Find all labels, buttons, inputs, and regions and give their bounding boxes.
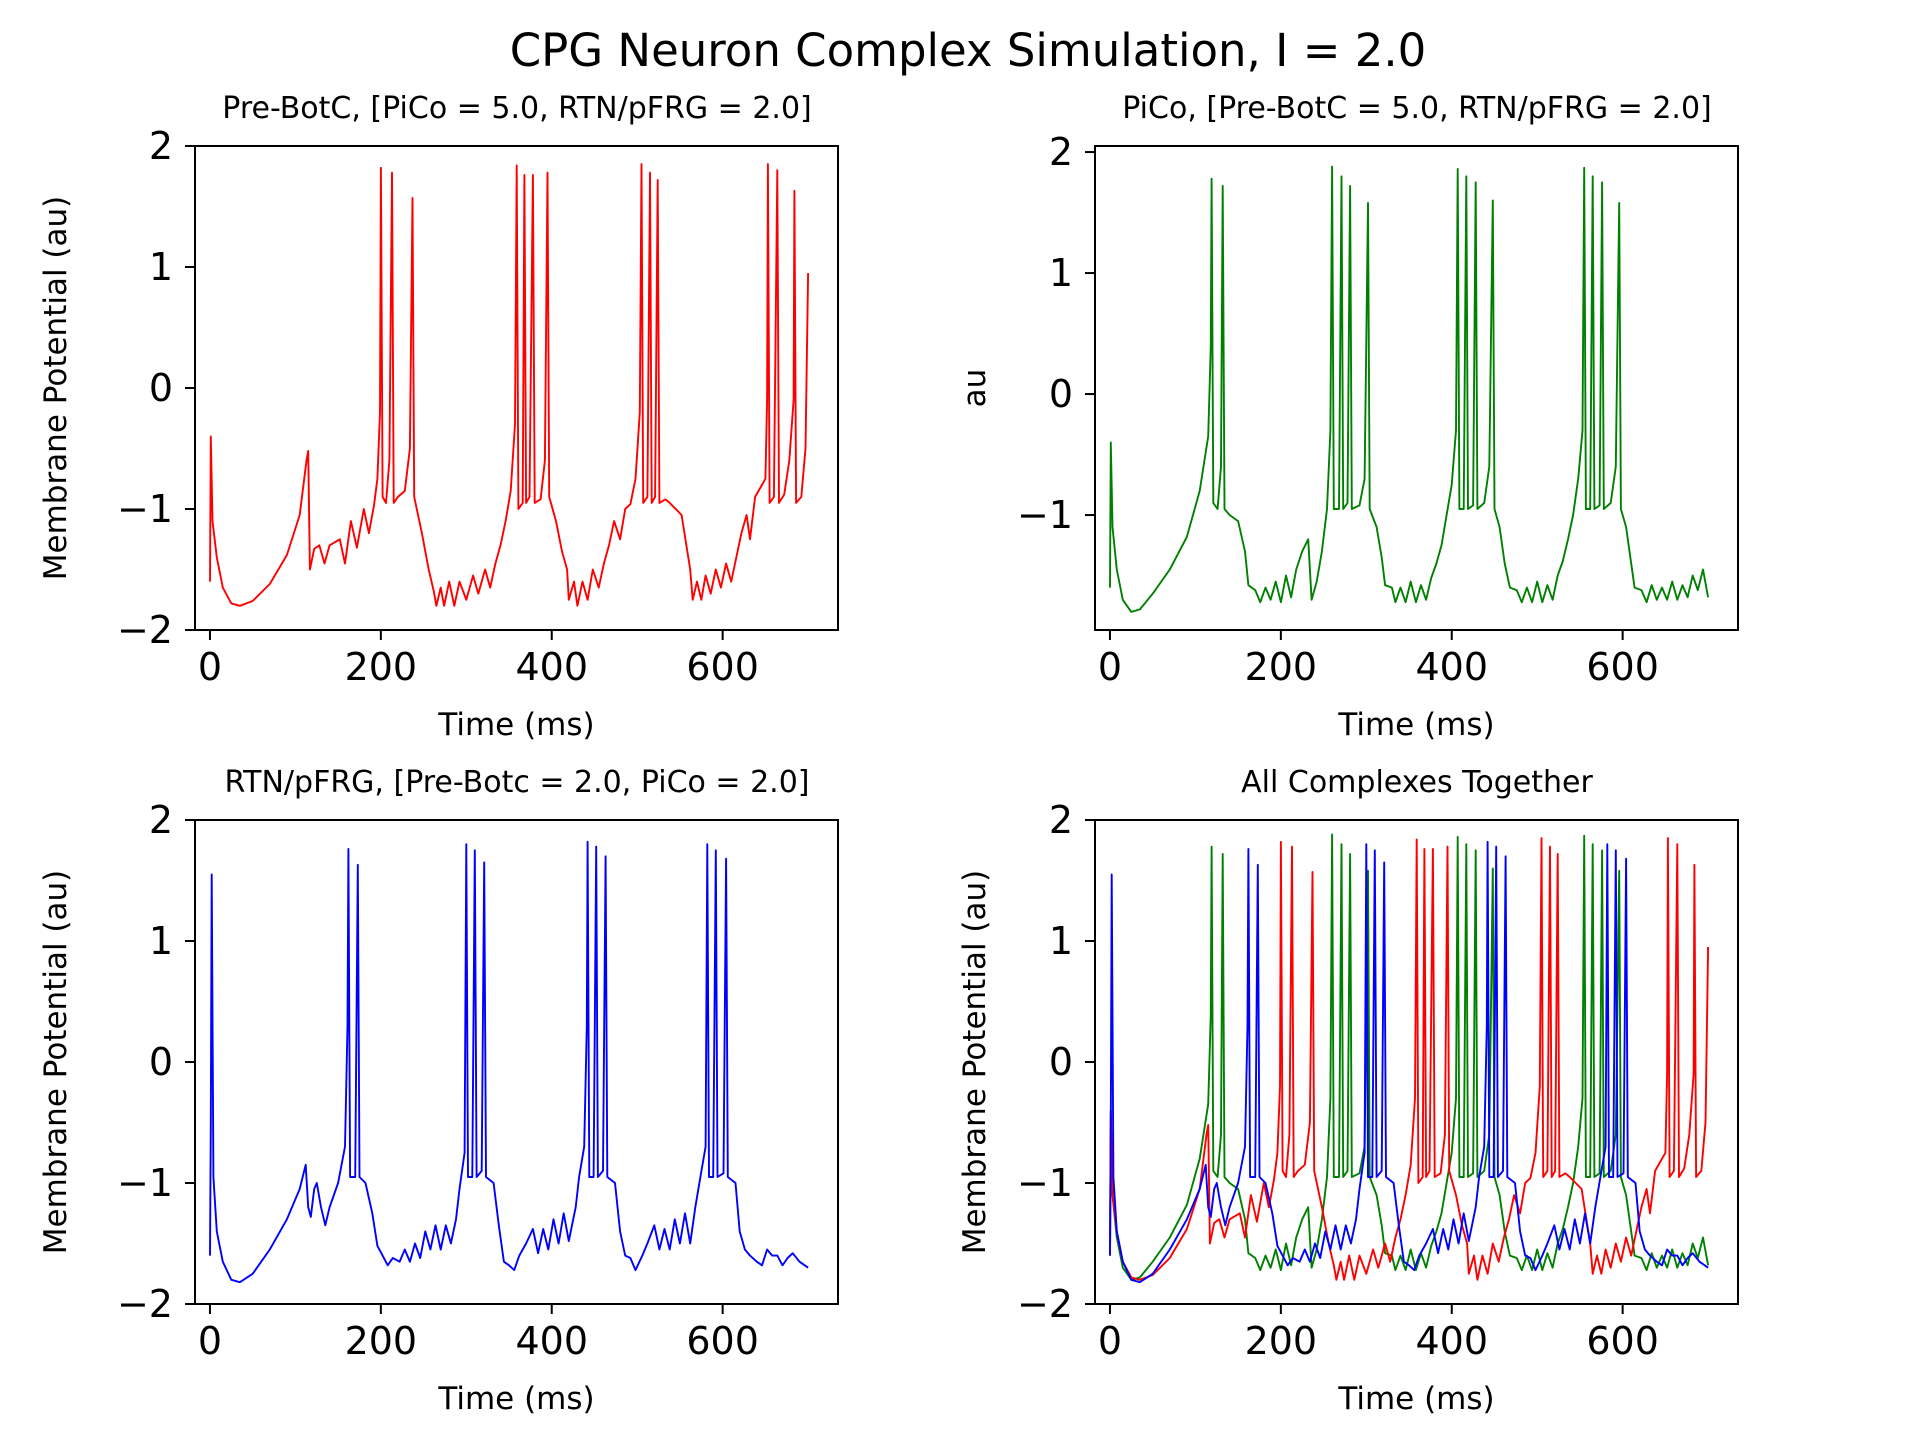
y-tick-label: −1 <box>1017 1161 1073 1205</box>
subplot-title: Pre-BotC, [PiCo = 5.0, RTN/pFRG = 2.0] <box>222 91 811 126</box>
x-tick-label: 400 <box>515 645 588 689</box>
x-tick-label: 600 <box>1586 645 1659 689</box>
y-tick-label: 0 <box>149 1040 173 1084</box>
figure-title: CPG Neuron Complex Simulation, I = 2.0 <box>510 24 1427 77</box>
x-tick-label: 0 <box>198 645 222 689</box>
subplot-grid: Pre-BotC, [PiCo = 5.0, RTN/pFRG = 2.0] 0 2… <box>38 91 1739 1417</box>
x-tick-label: 600 <box>686 645 759 689</box>
subplot-3: RTN/pFRG, [Pre-Botc = 2.0, PiCo = 2.0] 0 2… <box>38 765 839 1417</box>
y-tick-label: 2 <box>1049 130 1073 174</box>
plot-lines <box>209 840 809 1284</box>
y-tick-label: 2 <box>149 798 173 842</box>
x-tick-label: 400 <box>1415 1319 1488 1363</box>
subplot-1: Pre-BotC, [PiCo = 5.0, RTN/pFRG = 2.0] 0 2… <box>38 91 839 743</box>
series-line-1 <box>209 163 810 607</box>
x-axis-label: Time (ms) <box>1337 1381 1494 1417</box>
x-tick-label: 0 <box>1098 645 1122 689</box>
series-line-2 <box>1109 837 1710 1281</box>
subplot-2: PiCo, [Pre-BotC = 5.0, RTN/pFRG = 2.0] 0 2… <box>957 91 1739 743</box>
subplot-title: All Complexes Together <box>1241 765 1593 800</box>
y-tick-label: −2 <box>117 1282 173 1326</box>
y-tick-label: −1 <box>1017 493 1073 537</box>
x-axis-label: Time (ms) <box>1337 707 1494 743</box>
subplot-4: All Complexes Together 0 200 400 600 −2 −1 0 1 2 T… <box>957 765 1739 1417</box>
y-tick-label: 2 <box>1049 798 1073 842</box>
y-tick-label: 2 <box>149 124 173 168</box>
plot-lines <box>209 163 810 607</box>
x-tick-label: 600 <box>1586 1319 1659 1363</box>
series-line-3 <box>1109 840 1709 1284</box>
x-tick-label: 0 <box>1098 1319 1122 1363</box>
y-tick-label: −1 <box>117 1161 173 1205</box>
x-axis-label: Time (ms) <box>437 707 594 743</box>
x-tick-label: 400 <box>515 1319 588 1363</box>
y-tick-label: −1 <box>117 487 173 531</box>
y-tick-label: 1 <box>1049 919 1073 963</box>
x-tick-label: 0 <box>198 1319 222 1363</box>
y-tick-label: 0 <box>1049 372 1073 416</box>
y-tick-label: 0 <box>149 366 173 410</box>
y-tick-label: 1 <box>149 245 173 289</box>
x-axis-label: Time (ms) <box>437 1381 594 1417</box>
x-tick-label: 400 <box>1415 645 1488 689</box>
series-line-1 <box>209 840 809 1284</box>
series-line-1 <box>1109 165 1710 613</box>
y-tick-label: 1 <box>149 919 173 963</box>
x-tick-label: 200 <box>1245 645 1318 689</box>
y-axis-label: au <box>957 369 993 408</box>
y-tick-label: −2 <box>1017 1282 1073 1326</box>
subplot-title: PiCo, [Pre-BotC = 5.0, RTN/pFRG = 2.0] <box>1122 91 1711 126</box>
x-tick-label: 200 <box>345 645 418 689</box>
subplot-title: RTN/pFRG, [Pre-Botc = 2.0, PiCo = 2.0] <box>224 765 809 800</box>
y-axis-label: Membrane Potential (au) <box>38 870 74 1255</box>
x-tick-label: 600 <box>686 1319 759 1363</box>
y-axis-label: Membrane Potential (au) <box>957 870 993 1255</box>
plot-lines <box>1109 833 1710 1284</box>
x-tick-label: 200 <box>1245 1319 1318 1363</box>
y-tick-label: 1 <box>1049 251 1073 295</box>
plot-lines <box>1109 165 1710 613</box>
y-axis-label: Membrane Potential (au) <box>38 196 74 581</box>
x-tick-label: 200 <box>345 1319 418 1363</box>
y-tick-label: 0 <box>1049 1040 1073 1084</box>
series-line-1 <box>1109 833 1710 1281</box>
y-tick-label: −2 <box>117 608 173 652</box>
axes-frame <box>1094 145 1739 631</box>
